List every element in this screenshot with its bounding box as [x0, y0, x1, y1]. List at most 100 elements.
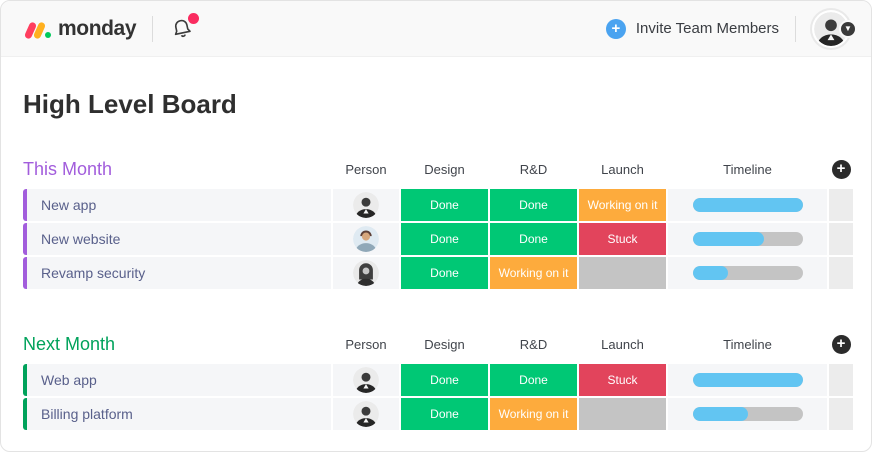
timeline-cell[interactable]	[668, 223, 827, 255]
item-name-cell[interactable]: New website	[23, 223, 331, 255]
status-label: Working on it	[587, 198, 658, 212]
status-label: Done	[430, 407, 459, 421]
item-name: Web app	[41, 372, 97, 388]
column-header-person[interactable]: Person	[345, 161, 387, 177]
status-label: Stuck	[607, 232, 638, 246]
timeline-cell[interactable]	[668, 257, 827, 289]
table-row: Web app Done Done Stuck	[23, 364, 853, 396]
monday-logo-icon	[23, 21, 51, 40]
column-header-launch[interactable]: Launch	[601, 161, 644, 177]
notification-badge	[188, 12, 200, 24]
status-label: Done	[430, 373, 459, 387]
chevron-down-icon[interactable]: ▼	[839, 19, 857, 38]
page-title[interactable]: High Level Board	[23, 89, 237, 119]
person-cell[interactable]	[333, 257, 399, 289]
board-group: This Month Person Design R&D Launch Timeline +…	[23, 156, 853, 289]
timeline-cell[interactable]	[668, 364, 827, 396]
timeline-cell[interactable]	[668, 189, 827, 221]
item-name: Billing platform	[41, 406, 133, 422]
status-cell-design[interactable]: Done	[401, 257, 488, 289]
status-cell-launch[interactable]: Stuck	[579, 364, 666, 396]
timeline-bar	[692, 373, 803, 387]
table-row: New app Done Done Working on it	[23, 189, 853, 221]
group-header-row: Next Month Person Design R&D Launch Timeline +	[23, 331, 851, 357]
status-cell-design[interactable]: Done	[401, 189, 488, 221]
add-column-button[interactable]: +	[831, 334, 851, 354]
timeline-bar	[692, 232, 803, 246]
group-title[interactable]: Next Month	[23, 333, 116, 354]
status-cell-rnd[interactable]: Done	[490, 189, 577, 221]
person-cell[interactable]	[333, 189, 399, 221]
status-label: Done	[519, 232, 548, 246]
item-name: Revamp security	[41, 265, 146, 281]
status-cell-launch[interactable]: Stuck	[579, 223, 666, 255]
status-label: Working on it	[498, 266, 569, 280]
person-cell[interactable]	[333, 364, 399, 396]
divider	[152, 15, 154, 42]
item-name-cell[interactable]: Billing platform	[23, 398, 331, 430]
add-column-placeholder-cell	[829, 257, 853, 289]
user-menu[interactable]: ▼	[812, 9, 857, 48]
timeline-bar	[692, 198, 803, 212]
notifications-button[interactable]	[169, 12, 200, 42]
status-cell-design[interactable]: Done	[401, 223, 488, 255]
timeline-bar	[692, 266, 803, 280]
item-name: New app	[41, 197, 97, 213]
add-column-button[interactable]: +	[831, 159, 851, 179]
item-name: New website	[41, 231, 121, 247]
item-name-cell[interactable]: Revamp security	[23, 257, 331, 289]
avatar-person-1	[353, 192, 379, 218]
status-cell-rnd[interactable]: Done	[490, 223, 577, 255]
avatar-person-1	[353, 401, 379, 427]
status-label: Done	[519, 198, 548, 212]
status-cell-launch[interactable]	[579, 398, 666, 430]
plus-icon: +	[605, 18, 626, 39]
group-header-row: This Month Person Design R&D Launch Timeline +	[23, 156, 851, 182]
invite-label: Invite Team Members	[635, 20, 779, 37]
monday-logo[interactable]: monday	[23, 17, 137, 40]
board-group: Next Month Person Design R&D Launch Timeline +…	[23, 331, 853, 430]
status-label: Done	[430, 232, 459, 246]
column-header-rd[interactable]: R&D	[519, 161, 548, 177]
invite-team-members-button[interactable]: + Invite Team Members	[605, 18, 779, 39]
column-header-design[interactable]: Design	[424, 336, 465, 352]
status-cell-launch[interactable]	[579, 257, 666, 289]
status-cell-launch[interactable]: Working on it	[579, 189, 666, 221]
avatar-person-1	[814, 11, 848, 46]
status-label: Done	[430, 198, 459, 212]
divider	[795, 15, 796, 42]
status-cell-rnd[interactable]: Working on it	[490, 257, 577, 289]
add-column-placeholder-cell	[829, 189, 853, 221]
avatar-person-1	[353, 367, 379, 393]
logo-text: monday	[58, 17, 137, 40]
item-name-cell[interactable]: New app	[23, 189, 331, 221]
add-column-placeholder-cell	[829, 398, 853, 430]
item-name-cell[interactable]: Web app	[23, 364, 331, 396]
timeline-cell[interactable]	[668, 398, 827, 430]
bell-icon	[174, 19, 191, 37]
add-column-placeholder-cell	[829, 364, 853, 396]
table-row: Revamp security Done Working on it	[23, 257, 853, 289]
table-row: New website Done Done Stuck	[23, 223, 853, 255]
add-column-placeholder-cell	[829, 223, 853, 255]
status-cell-design[interactable]: Done	[401, 398, 488, 430]
board: This Month Person Design R&D Launch Timeline +…	[23, 156, 853, 430]
status-label: Working on it	[498, 407, 569, 421]
column-header-person[interactable]: Person	[345, 336, 387, 352]
person-cell[interactable]	[333, 398, 399, 430]
column-header-design[interactable]: Design	[424, 161, 465, 177]
group-title[interactable]: This Month	[23, 158, 113, 179]
status-cell-rnd[interactable]: Working on it	[490, 398, 577, 430]
status-label: Done	[519, 373, 548, 387]
plus-icon: +	[836, 335, 846, 352]
column-header-launch[interactable]: Launch	[601, 336, 644, 352]
status-cell-rnd[interactable]: Done	[490, 364, 577, 396]
topbar: monday + Invite Team Members	[1, 1, 871, 57]
person-cell[interactable]	[333, 223, 399, 255]
status-cell-design[interactable]: Done	[401, 364, 488, 396]
status-label: Done	[430, 266, 459, 280]
column-header-rd[interactable]: R&D	[519, 336, 548, 352]
column-header-timeline[interactable]: Timeline	[723, 336, 772, 352]
column-header-timeline[interactable]: Timeline	[723, 161, 772, 177]
